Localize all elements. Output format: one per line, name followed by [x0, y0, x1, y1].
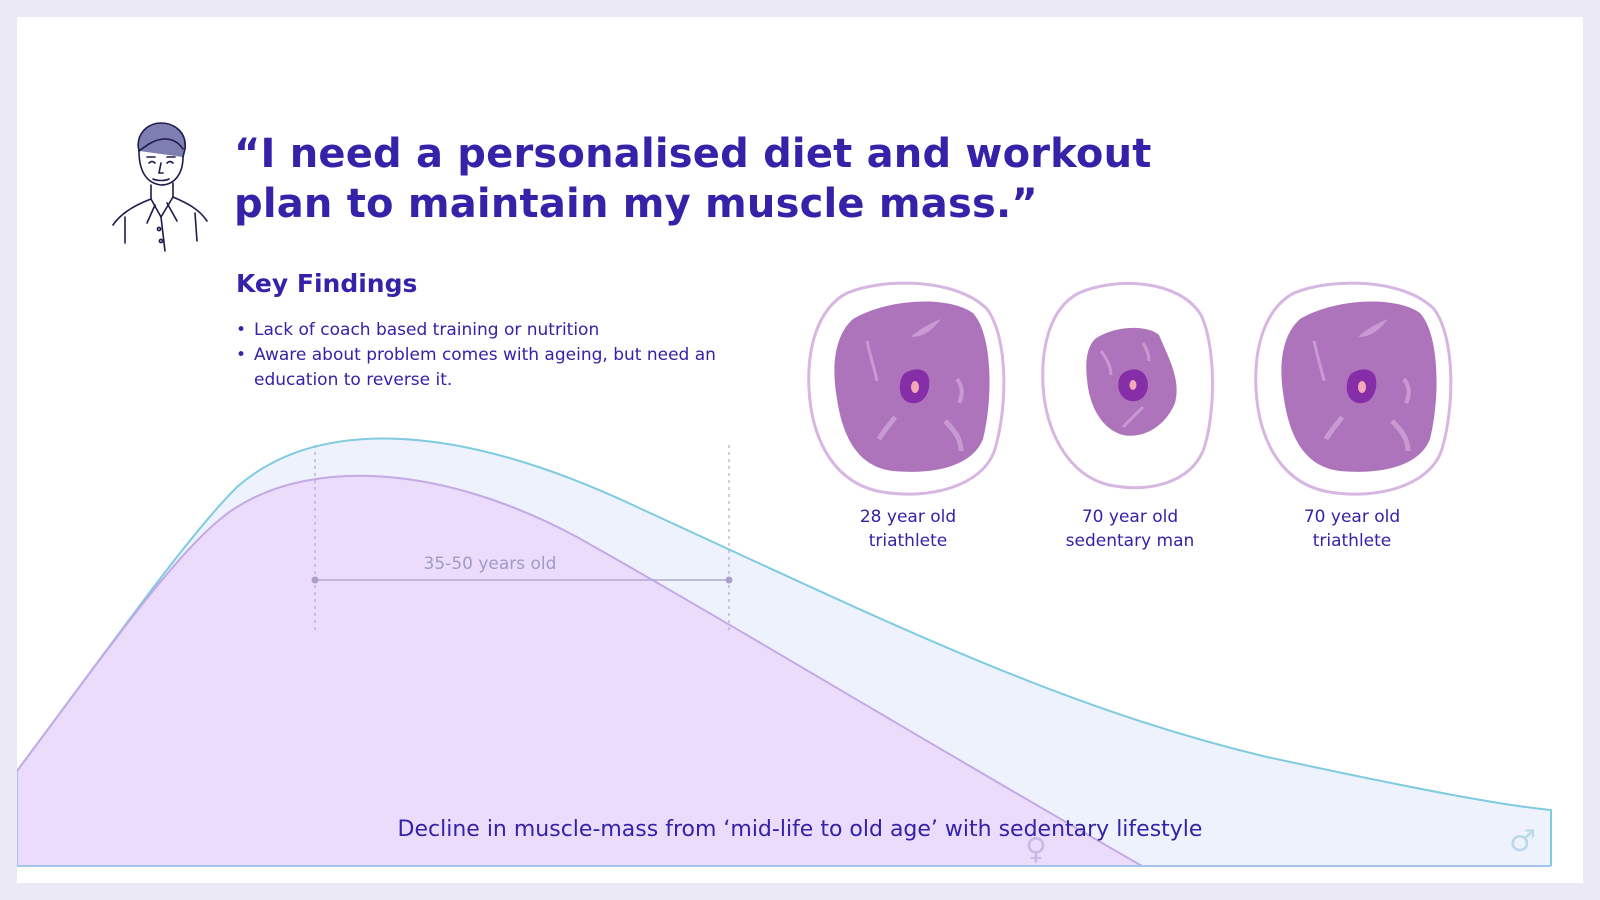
cell-label-line-2: sedentary man	[1065, 531, 1195, 551]
male-curve	[17, 437, 1552, 866]
cell-label: 28 year old triathlete	[808, 505, 1008, 553]
female-area	[17, 475, 1142, 866]
range-dot-right	[725, 576, 733, 584]
muscle-cell-large-icon	[1254, 281, 1453, 496]
cell-label-line-2: triathlete	[1312, 531, 1392, 551]
key-findings-list: • Lack of coach based training or nutrit…	[236, 318, 716, 393]
female-symbol-icon: ♀	[1025, 832, 1047, 867]
bullet-icon: •	[236, 345, 247, 365]
finding-text: Lack of coach based training or nutritio…	[254, 320, 600, 340]
cell-label: 70 year old triathlete	[1252, 505, 1452, 553]
cell-label-line-1: 70 year old	[1081, 507, 1179, 527]
list-item: • Aware about problem comes with ageing,…	[236, 343, 716, 393]
female-curve	[17, 474, 1143, 867]
male-symbol-icon: ♂	[1509, 824, 1536, 859]
finding-text: Aware about problem comes with ageing, b…	[254, 345, 716, 390]
list-item: • Lack of coach based training or nutrit…	[236, 318, 716, 343]
cell-label-line-1: 70 year old	[1303, 507, 1401, 527]
slide-card: “I need a personalised diet and workout …	[17, 17, 1583, 883]
quote-line-1: “I need a personalised diet and workout	[234, 131, 1152, 177]
key-findings-title: Key Findings	[236, 269, 418, 298]
cell-label-line-1: 28 year old	[859, 507, 957, 527]
age-range-label: 35-50 years old	[423, 554, 557, 574]
range-dot-left	[311, 576, 319, 584]
muscle-cell-small-icon	[1041, 281, 1214, 490]
chart-baseline	[17, 771, 1551, 867]
muscle-cell-large-icon	[807, 281, 1006, 496]
cell-label-line-2: triathlete	[868, 531, 948, 551]
cell-label: 70 year old sedentary man	[1030, 505, 1230, 553]
bullet-icon: •	[236, 320, 247, 340]
page-title: “I need a personalised diet and workout …	[234, 129, 1152, 229]
quote-line-2: plan to maintain my muscle mass.”	[234, 181, 1038, 227]
muscle-mass-chart	[17, 437, 1552, 867]
man-avatar-icon	[112, 122, 208, 252]
chart-caption: Decline in muscle-mass from ‘mid-life to…	[397, 817, 1203, 842]
